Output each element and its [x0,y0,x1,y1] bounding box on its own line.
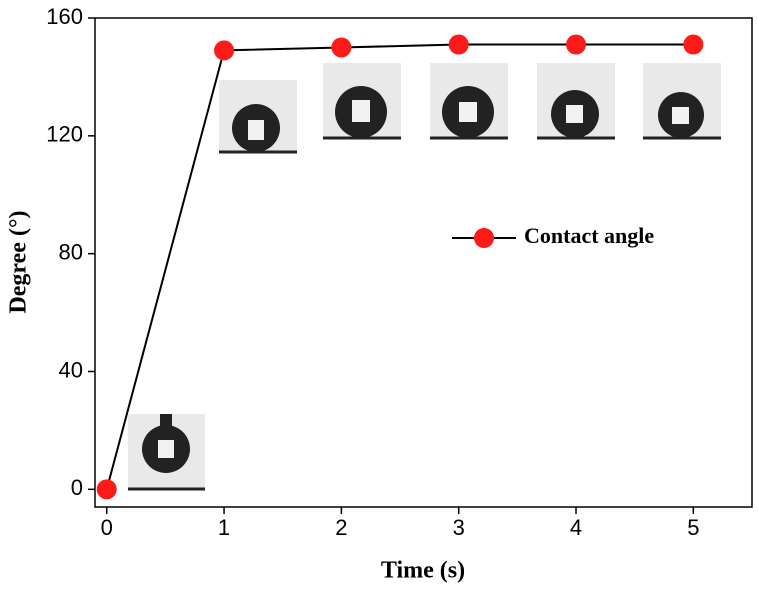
droplet-inset [219,80,297,154]
y-tick-label: 160 [46,4,83,29]
x-tick-label: 4 [570,515,582,540]
data-point [566,34,587,55]
y-axis-label: Degree (°) [6,210,32,313]
data-point [683,34,704,55]
droplet-insets [128,63,721,491]
x-tick-label: 0 [101,515,113,540]
y-tick-label: 40 [59,357,83,382]
droplet-inset [323,63,401,140]
droplet-inset [643,63,721,140]
droplet-inset [537,63,615,140]
x-tick-label: 3 [453,515,465,540]
legend-label: Contact angle [524,223,654,248]
data-point [214,40,235,61]
x-tick-label: 1 [218,515,230,540]
y-tick-label: 80 [59,239,83,264]
droplet-inset [430,63,508,140]
plot-frame [94,17,753,508]
legend-marker [474,228,494,248]
data-line [105,43,694,490]
x-axis-label: Time (s) [381,558,465,584]
droplet-inset [128,414,205,491]
data-point [331,37,352,58]
y-tick-label: 120 [46,122,83,147]
data-point [448,34,469,55]
data-point [96,479,117,500]
x-tick-label: 5 [687,515,699,540]
x-tick-label: 2 [335,515,347,540]
y-tick-label: 0 [71,475,83,500]
